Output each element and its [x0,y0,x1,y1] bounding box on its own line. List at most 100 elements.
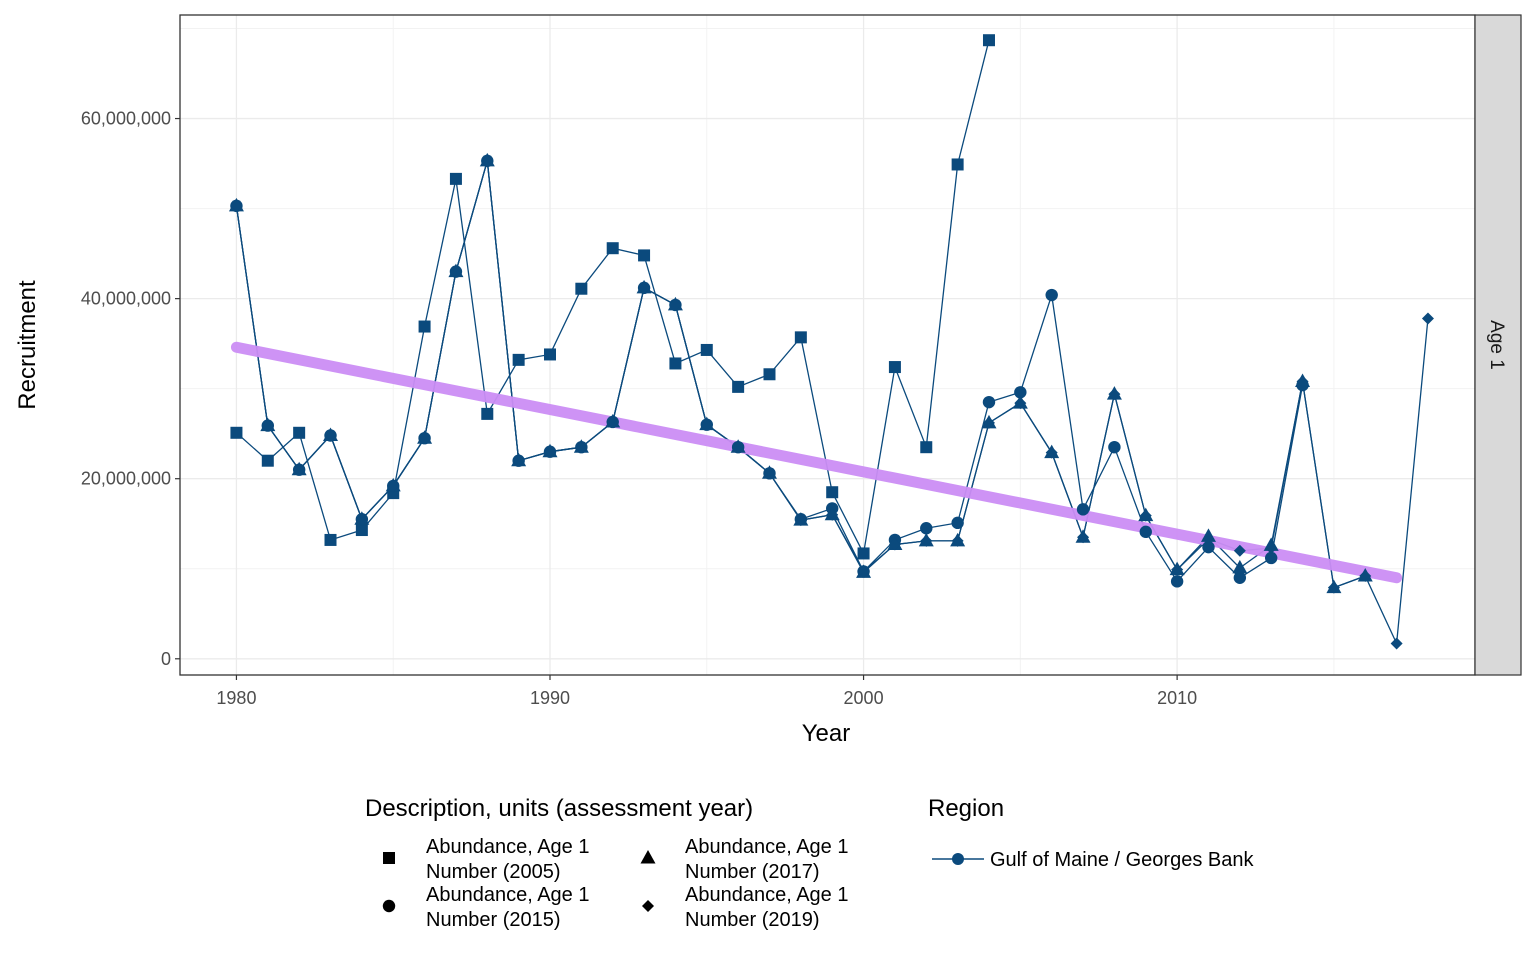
data-point [1202,533,1215,546]
data-point [857,565,870,578]
data-point [293,463,306,476]
y-axis-title: Recruitment [14,280,41,410]
data-point [1171,563,1184,576]
data-point [700,418,713,431]
data-point [888,361,901,374]
legend-item: Abundance, Age 1 Number (2019) [642,884,848,931]
data-point [732,441,745,454]
data-point [1359,569,1372,582]
data-point [700,343,713,356]
data-point [449,265,462,278]
data-point [1108,440,1121,454]
data-point [324,429,337,442]
data-point [449,172,462,185]
data-point [606,415,619,428]
legend-region-item: Gulf of Maine / Georges Bank [990,849,1254,871]
data-point [1076,503,1090,516]
data-point [1170,575,1184,588]
legend-shape-title: Description, units (assessment year) [365,795,753,822]
legend-item-line2: Number (2017) [685,861,820,883]
axes: 1980 1990 2000 2010 0 20,000,000 40,000,000 60,… [81,109,1197,708]
legend-item: Abundance, Age 1 Number (2015) [382,884,589,931]
facet-strip-box [1474,14,1522,676]
data-point [1233,544,1246,557]
data-point [387,479,400,492]
data-point [794,514,807,527]
data-point [1139,525,1152,539]
x-tick-label: 2010 [1157,688,1197,708]
data-point [1014,386,1027,399]
legend-item-line1: Abundance, Age 1 [685,884,848,906]
data-point [763,467,776,480]
data-point [544,445,556,458]
data-point [324,533,337,546]
data-point [1045,446,1058,459]
legend-item: Abundance, Age 1 Number (2017) [640,836,848,883]
x-tick-label: 1990 [530,688,570,708]
data-point [669,357,682,370]
data-point [418,320,431,333]
panel-background [180,15,1475,675]
legend-region-title: Region [928,795,1004,822]
legend-item-line2: Number (2019) [685,909,820,931]
data-point [951,516,964,530]
data-point [1296,375,1309,388]
data-point [732,380,745,393]
data-point [1202,540,1215,554]
data-point [826,508,839,521]
data-point [230,426,243,439]
data-point [293,426,306,439]
data-point [794,331,807,344]
data-point [355,524,368,537]
data-point [982,416,995,429]
x-axis-title: Year [802,720,851,747]
legend-item-line1: Abundance, Age 1 [426,836,589,858]
data-point [1390,637,1403,650]
data-point [355,513,368,526]
data-point [638,281,651,294]
data-point [575,282,588,295]
data-point [606,242,619,255]
x-tick-label: 2000 [844,688,884,708]
legend-key-triangle [640,850,656,864]
facet-strip: Age 1 [1474,14,1522,676]
y-tick-label: 40,000,000 [81,289,171,309]
data-point [1421,312,1434,325]
legend: Description, units (assessment year) Abu… [365,795,1254,931]
data-point [638,249,651,262]
data-point [1264,551,1278,565]
legend-item-line2: Number (2015) [426,909,561,931]
data-point [951,158,964,171]
y-tick-label: 60,000,000 [81,109,171,129]
data-point [1232,559,1248,574]
data-point [418,432,431,445]
legend-key-diamond [642,900,654,912]
data-point [920,522,933,535]
data-point [230,199,243,212]
data-point [920,441,933,454]
data-point [1045,288,1058,302]
data-point [1233,571,1247,584]
data-point [763,368,776,381]
legend-key-circle [382,899,396,913]
data-point [481,407,494,420]
data-point [857,547,870,560]
data-point [982,34,995,47]
legend-item-line1: Abundance, Age 1 [685,836,848,858]
data-point [1327,581,1340,594]
data-point [1108,388,1121,401]
data-point [826,486,839,499]
data-point [481,154,494,167]
legend-item-line1: Abundance, Age 1 [426,884,589,906]
data-point [1077,531,1090,544]
y-tick-label: 20,000,000 [81,469,171,489]
data-point [261,419,274,432]
data-point [261,454,274,467]
legend-item: Abundance, Age 1 Number (2005) [383,836,589,883]
data-point [575,441,588,454]
x-tick-label: 1980 [216,688,256,708]
facet-label: Age 1 [1486,320,1507,370]
data-point [512,353,525,366]
